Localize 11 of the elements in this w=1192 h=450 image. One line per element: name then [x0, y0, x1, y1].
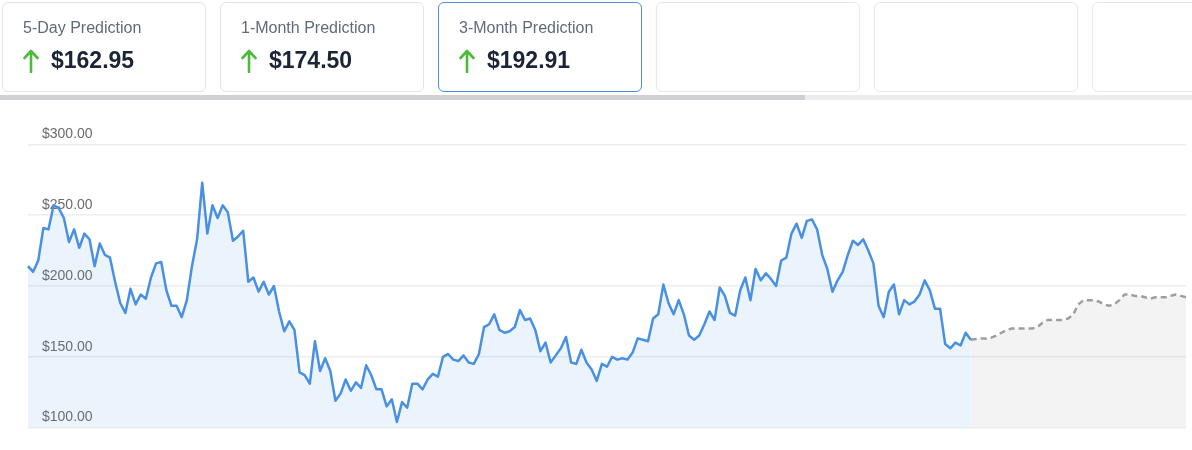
- y-tick-label: $100.00: [42, 408, 93, 425]
- text: $174.50: [269, 47, 353, 74]
- text: 1-Month Prediction: [241, 19, 377, 37]
- text: $162.95: [51, 47, 135, 74]
- y-tick-label: $300.00: [42, 125, 93, 142]
- text: 5-Day Prediction: [23, 19, 143, 37]
- text: $192.91: [487, 47, 571, 74]
- y-tick-label: $200.00: [42, 266, 93, 283]
- y-tick-label: $150.00: [42, 337, 93, 354]
- text: 3-Month Prediction: [459, 19, 595, 37]
- y-tick-label: $250.00: [42, 196, 93, 213]
